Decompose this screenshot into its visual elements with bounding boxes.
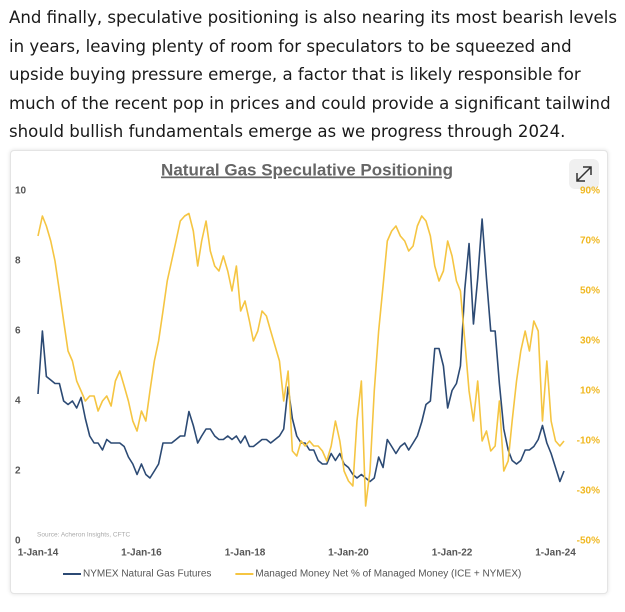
series-line xyxy=(37,212,565,507)
x-tick-label: 1-Jan-22 xyxy=(432,548,473,559)
x-tick-label: 1-Jan-14 xyxy=(18,548,59,559)
y-tick-label: 2 xyxy=(15,466,21,477)
expand-icon[interactable] xyxy=(576,166,592,182)
legend-label: NYMEX Natural Gas Futures xyxy=(83,569,211,580)
source-note: Source: Acheron Insights, CFTC xyxy=(37,532,131,539)
y-tick-label: 4 xyxy=(15,396,21,407)
y2-tick-label: 50% xyxy=(580,286,600,297)
y-tick-label: 8 xyxy=(15,256,21,267)
y2-tick-label: -30% xyxy=(577,486,600,497)
y-tick-label: 10 xyxy=(15,186,27,197)
expand-button[interactable] xyxy=(569,159,599,189)
x-tick-label: 1-Jan-24 xyxy=(535,548,576,559)
chart: Natural Gas Speculative Positioning Sour… xyxy=(15,159,600,580)
y2-tick-label: 10% xyxy=(580,386,600,397)
chart-card: Natural Gas Speculative Positioning Sour… xyxy=(10,150,608,594)
y2-tick-label: 70% xyxy=(580,236,600,247)
x-tick-label: 1-Jan-18 xyxy=(225,548,266,559)
y-tick-label: 0 xyxy=(15,536,21,547)
x-tick-label: 1-Jan-20 xyxy=(328,548,369,559)
legend-label: Managed Money Net % of Managed Money (IC… xyxy=(255,569,521,580)
y2-tick-label: -50% xyxy=(577,536,600,547)
y2-tick-label: 90% xyxy=(580,186,600,197)
paragraph: And finally, speculative positioning is … xyxy=(9,8,617,141)
chart-title: Natural Gas Speculative Positioning xyxy=(161,160,453,179)
y2-tick-label: 30% xyxy=(580,336,600,347)
x-tick-label: 1-Jan-16 xyxy=(121,548,162,559)
y-tick-label: 6 xyxy=(15,326,21,337)
y2-tick-label: -10% xyxy=(577,436,600,447)
